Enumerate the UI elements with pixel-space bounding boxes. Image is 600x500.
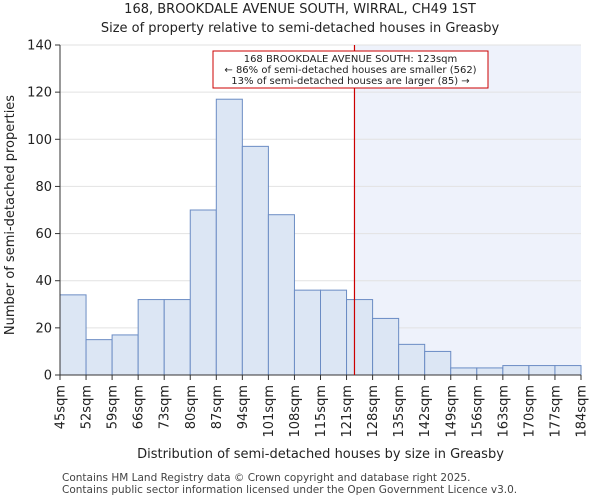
annotation-line-1: 168 BROOKDALE AVENUE SOUTH: 123sqm — [244, 54, 458, 65]
x-tick-label: 177sqm — [548, 385, 563, 438]
x-tick-label: 66sqm — [132, 385, 147, 429]
histogram-chart: 0 20 40 60 80 100 120 140 45sqm 52sqm 59sqm 66sqm 73… — [3, 39, 590, 463]
annotation-line-3: 13% of semi-detached houses are larger (… — [231, 76, 469, 87]
x-tick-label: 121sqm — [340, 385, 355, 438]
bar-52sqm — [85, 339, 113, 376]
x-tick-label: 45sqm — [54, 385, 69, 429]
x-tick-label: 156sqm — [470, 385, 485, 438]
footer-licence: Contains public sector information licen… — [62, 484, 518, 496]
annotation-box — [212, 50, 489, 89]
x-tick-label: 163sqm — [496, 385, 511, 438]
x-tick-label: 52sqm — [80, 385, 95, 429]
x-tick-label: 80sqm — [184, 385, 199, 429]
bar-142sqm — [424, 350, 452, 376]
footer-copyright: Contains HM Land Registry data © Crown c… — [62, 472, 471, 484]
bar-128sqm — [372, 317, 400, 376]
bar-94sqm — [241, 145, 269, 376]
x-tick-label: 149sqm — [444, 385, 459, 438]
annotation-line-2: ← 86% of semi-detached houses are smalle… — [224, 65, 476, 76]
x-tick-label: 101sqm — [262, 385, 277, 438]
y-tick-label: 0 — [44, 369, 52, 384]
x-tick-label: 108sqm — [288, 385, 303, 438]
x-tick-label: 135sqm — [392, 385, 407, 438]
bar-121sqm — [346, 299, 374, 376]
x-tick-label: 142sqm — [418, 385, 433, 438]
bar-108sqm — [293, 289, 322, 376]
bar-73sqm — [163, 299, 191, 376]
x-tick-label: 73sqm — [158, 385, 173, 429]
bar-163sqm — [502, 365, 530, 376]
bar-156sqm — [476, 367, 504, 376]
x-tick-label: 115sqm — [314, 385, 329, 438]
x-axis-title: Distribution of semi-detached houses by … — [137, 447, 504, 462]
bar-87sqm — [215, 98, 243, 376]
bar-80sqm — [189, 209, 217, 376]
x-tick-label: 184sqm — [575, 385, 590, 438]
y-tick-label: 140 — [27, 39, 52, 54]
y-tick-label: 80 — [35, 180, 52, 195]
bar-101sqm — [267, 214, 295, 376]
chart-subtitle: Size of property relative to semi-detach… — [100, 21, 500, 36]
bar-177sqm — [554, 365, 582, 376]
bar-149sqm — [450, 367, 478, 376]
x-tick-label: 170sqm — [522, 385, 537, 438]
bar-170sqm — [528, 365, 556, 376]
y-tick-label: 120 — [27, 86, 52, 101]
y-tick-label: 40 — [35, 274, 52, 289]
chart-title: 168, BROOKDALE AVENUE SOUTH, WIRRAL, CH4… — [124, 2, 476, 17]
bar-45sqm — [59, 294, 87, 376]
bar-115sqm — [320, 289, 348, 376]
bar-59sqm — [111, 334, 139, 376]
y-tick-label: 20 — [35, 321, 52, 336]
x-tick-label: 94sqm — [236, 385, 251, 429]
bar-135sqm — [398, 343, 426, 376]
x-tick-label: 59sqm — [106, 385, 121, 429]
x-tick-label: 128sqm — [366, 385, 381, 438]
y-tick-label: 100 — [27, 133, 52, 148]
y-tick-label: 60 — [35, 227, 52, 242]
bar-66sqm — [137, 299, 165, 376]
y-axis-title: Number of semi-detached properties — [3, 95, 18, 335]
x-tick-label: 87sqm — [210, 385, 225, 429]
